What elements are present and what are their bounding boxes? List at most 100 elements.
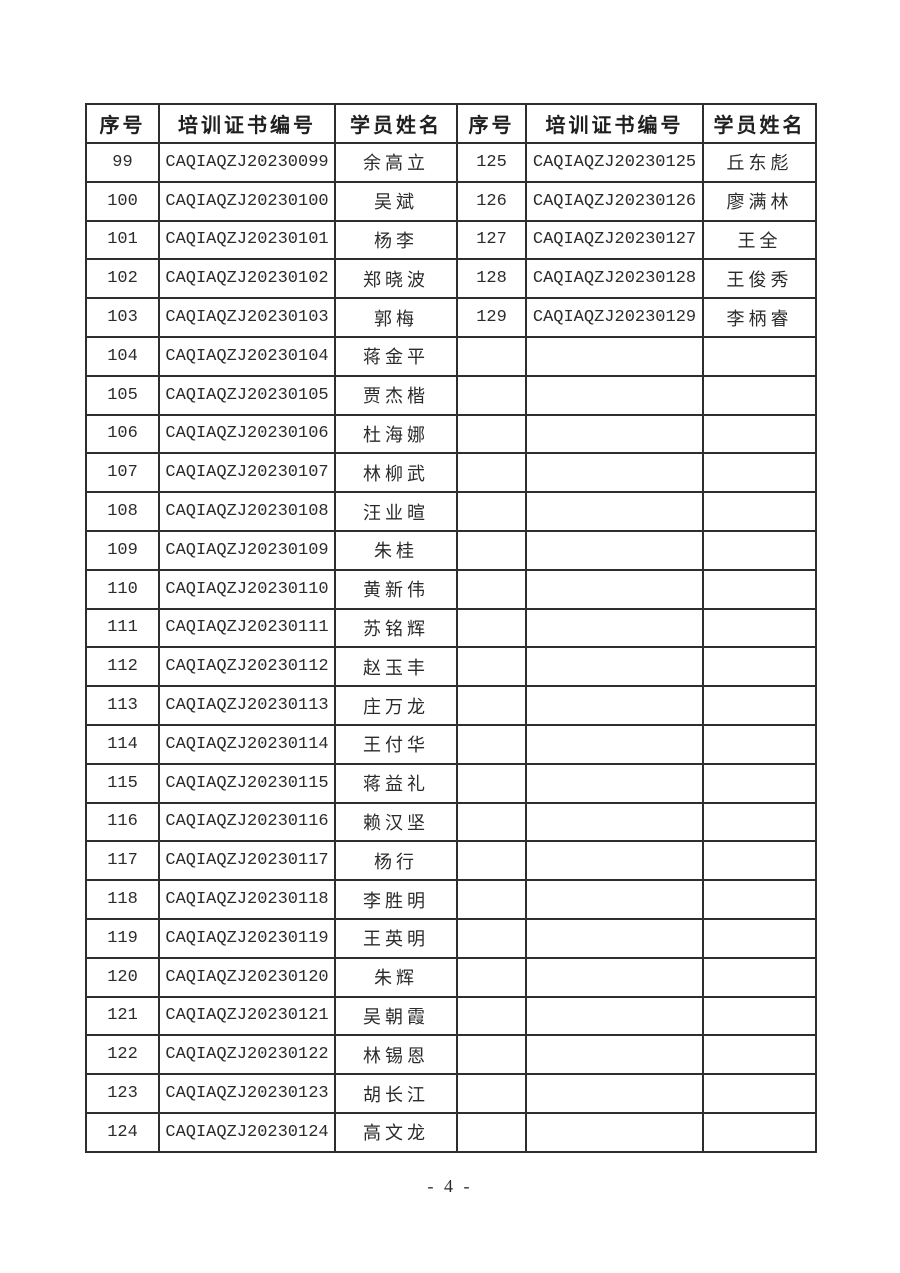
table-row: 112 CAQIAQZJ20230112 赵玉丰 xyxy=(85,646,817,688)
serial-cell xyxy=(456,840,527,882)
cert-no-cell xyxy=(525,568,704,610)
serial-cell: 108 xyxy=(85,491,160,532)
cert-no-cell: CAQIAQZJ20230107 xyxy=(158,452,336,494)
name-cell xyxy=(702,840,817,882)
name-cell: 郭梅 xyxy=(334,297,458,338)
cert-no-cell: CAQIAQZJ20230118 xyxy=(158,879,336,920)
serial-cell: 128 xyxy=(456,258,527,300)
table-row: 113 CAQIAQZJ20230113 庄万龙 xyxy=(85,685,817,726)
serial-cell: 122 xyxy=(85,1034,160,1076)
cert-no-cell xyxy=(525,840,704,882)
cert-no-cell xyxy=(525,452,704,494)
serial-cell xyxy=(456,374,527,416)
name-cell: 王英明 xyxy=(334,917,458,959)
table-row: 117 CAQIAQZJ20230117 杨行 xyxy=(85,840,817,882)
serial-cell: 99 xyxy=(85,142,160,183)
table-row: 109 CAQIAQZJ20230109 朱桂 xyxy=(85,529,817,571)
cert-no-cell: CAQIAQZJ20230113 xyxy=(158,685,336,726)
cert-no-cell xyxy=(525,374,704,416)
name-cell: 朱桂 xyxy=(334,529,458,571)
serial-cell: 105 xyxy=(85,374,160,416)
table-row: 102 CAQIAQZJ20230102 郑晓波 128 CAQIAQZJ2023012… xyxy=(85,258,817,300)
table-row: 118 CAQIAQZJ20230118 李胜明 xyxy=(85,879,817,920)
name-cell: 朱辉 xyxy=(334,956,458,998)
serial-cell: 126 xyxy=(456,180,527,222)
name-cell: 林柳武 xyxy=(334,452,458,494)
cert-no-cell xyxy=(525,646,704,688)
cert-no-cell: CAQIAQZJ20230123 xyxy=(158,1073,336,1114)
serial-cell xyxy=(456,491,527,532)
table-row: 103 CAQIAQZJ20230103 郭梅 129 CAQIAQZJ20230129… xyxy=(85,297,817,338)
cert-no-cell: CAQIAQZJ20230103 xyxy=(158,297,336,338)
name-cell: 赵玉丰 xyxy=(334,646,458,688)
name-cell: 丘东彪 xyxy=(702,142,817,183)
serial-cell: 103 xyxy=(85,297,160,338)
serial-cell xyxy=(456,568,527,610)
serial-cell: 129 xyxy=(456,297,527,338)
name-cell: 贾杰楷 xyxy=(334,374,458,416)
cert-no-cell xyxy=(525,917,704,959)
name-cell: 蒋益礼 xyxy=(334,762,458,804)
cert-no-cell: CAQIAQZJ20230126 xyxy=(525,180,704,222)
header-serial-left: 序号 xyxy=(85,103,160,144)
serial-cell: 115 xyxy=(85,762,160,804)
serial-cell: 124 xyxy=(85,1111,160,1153)
cert-no-cell: CAQIAQZJ20230106 xyxy=(158,413,336,455)
name-cell: 蒋金平 xyxy=(334,335,458,377)
cert-no-cell xyxy=(525,491,704,532)
cert-no-cell: CAQIAQZJ20230125 xyxy=(525,142,704,183)
table-row: 110 CAQIAQZJ20230110 黄新伟 xyxy=(85,568,817,610)
name-cell xyxy=(702,762,817,804)
cert-no-cell: CAQIAQZJ20230100 xyxy=(158,180,336,222)
cert-no-cell: CAQIAQZJ20230101 xyxy=(158,219,336,261)
cert-no-cell: CAQIAQZJ20230108 xyxy=(158,491,336,532)
name-cell xyxy=(702,529,817,571)
name-cell: 赖汉坚 xyxy=(334,801,458,843)
header-cert-no-right: 培训证书编号 xyxy=(525,103,704,144)
table-row: 101 CAQIAQZJ20230101 杨李 127 CAQIAQZJ20230127… xyxy=(85,219,817,261)
name-cell xyxy=(702,607,817,649)
serial-cell: 107 xyxy=(85,452,160,494)
table-row: 123 CAQIAQZJ20230123 胡长江 xyxy=(85,1073,817,1114)
header-name-left: 学员姓名 xyxy=(334,103,458,144)
cert-no-cell xyxy=(525,1034,704,1076)
cert-no-cell xyxy=(525,1073,704,1114)
serial-cell: 117 xyxy=(85,840,160,882)
name-cell: 高文龙 xyxy=(334,1111,458,1153)
name-cell: 余高立 xyxy=(334,142,458,183)
serial-cell: 101 xyxy=(85,219,160,261)
serial-cell xyxy=(456,529,527,571)
cert-no-cell: CAQIAQZJ20230117 xyxy=(158,840,336,882)
table-row: 107 CAQIAQZJ20230107 林柳武 xyxy=(85,452,817,494)
name-cell xyxy=(702,801,817,843)
table-row: 121 CAQIAQZJ20230121 吴朝霞 xyxy=(85,995,817,1037)
cert-no-cell: CAQIAQZJ20230115 xyxy=(158,762,336,804)
cert-no-cell: CAQIAQZJ20230102 xyxy=(158,258,336,300)
name-cell: 林锡恩 xyxy=(334,1034,458,1076)
name-cell xyxy=(702,491,817,532)
cert-no-cell: CAQIAQZJ20230116 xyxy=(158,801,336,843)
serial-cell: 123 xyxy=(85,1073,160,1114)
name-cell: 廖满林 xyxy=(702,180,817,222)
name-cell xyxy=(702,1073,817,1114)
name-cell: 杨李 xyxy=(334,219,458,261)
cert-no-cell: CAQIAQZJ20230120 xyxy=(158,956,336,998)
cert-no-cell xyxy=(525,335,704,377)
name-cell: 汪业暄 xyxy=(334,491,458,532)
serial-cell: 106 xyxy=(85,413,160,455)
serial-cell: 102 xyxy=(85,258,160,300)
name-cell xyxy=(702,452,817,494)
serial-cell xyxy=(456,1034,527,1076)
serial-cell xyxy=(456,1111,527,1153)
serial-cell xyxy=(456,995,527,1037)
cert-no-cell: CAQIAQZJ20230109 xyxy=(158,529,336,571)
cert-no-cell: CAQIAQZJ20230124 xyxy=(158,1111,336,1153)
serial-cell xyxy=(456,917,527,959)
name-cell xyxy=(702,413,817,455)
name-cell: 王俊秀 xyxy=(702,258,817,300)
name-cell: 杜海娜 xyxy=(334,413,458,455)
table-row: 122 CAQIAQZJ20230122 林锡恩 xyxy=(85,1034,817,1076)
name-cell: 胡长江 xyxy=(334,1073,458,1114)
serial-cell: 109 xyxy=(85,529,160,571)
name-cell: 苏铭辉 xyxy=(334,607,458,649)
